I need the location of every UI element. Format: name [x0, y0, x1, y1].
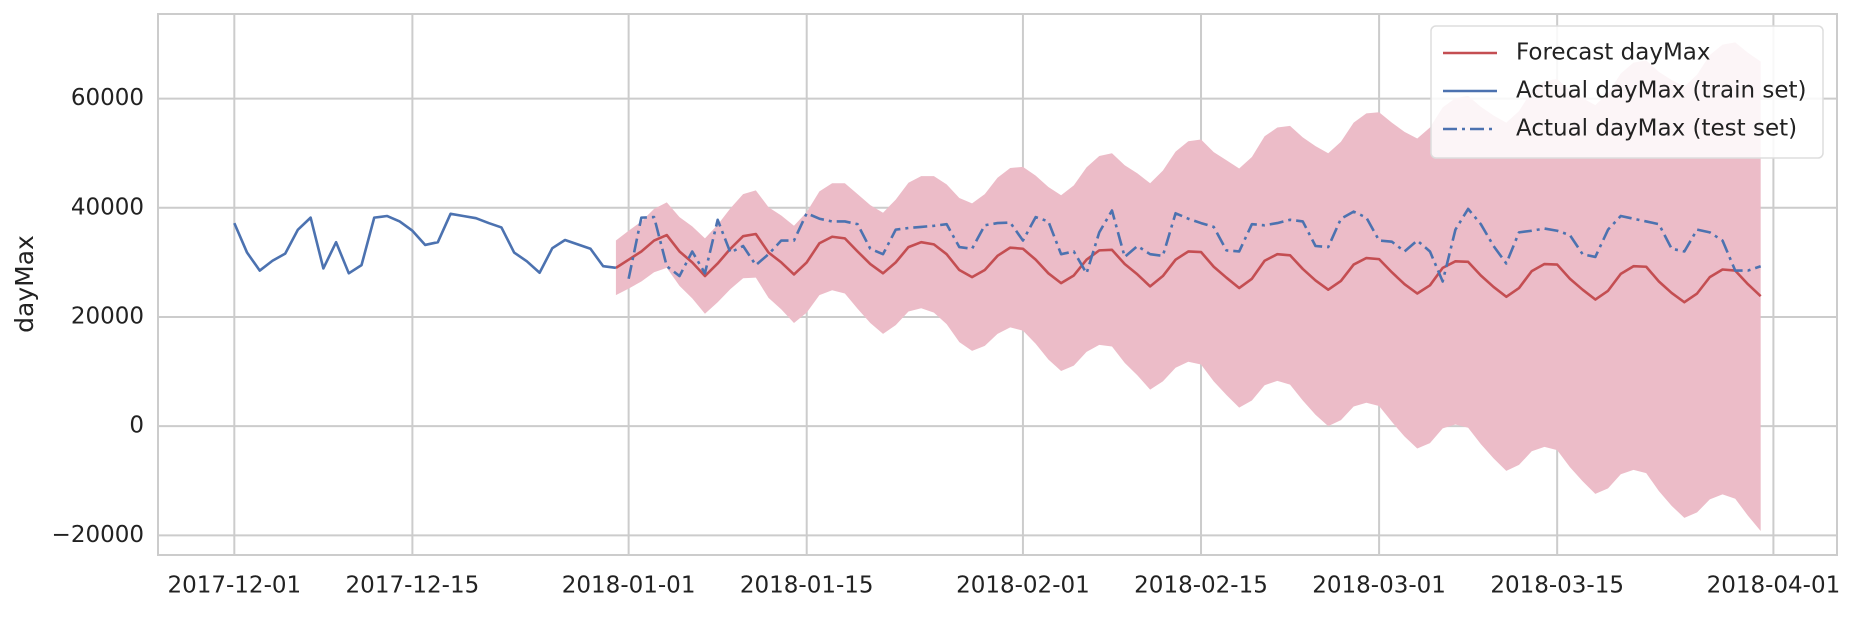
legend-box: [1430, 25, 1824, 159]
x-tick-label: 2018-02-15: [1134, 573, 1268, 599]
x-tick-label: 2018-01-01: [562, 573, 696, 599]
y-tick-label: 40000: [71, 194, 144, 220]
x-tick-label: 2018-03-15: [1490, 573, 1624, 599]
x-tick-label: 2017-12-01: [167, 573, 301, 599]
y-tick-label: 20000: [71, 303, 144, 329]
legend-label: Forecast dayMax: [1516, 40, 1711, 66]
y-tick-label: 60000: [71, 85, 144, 111]
x-tick-label: 2018-01-15: [740, 573, 874, 599]
legend-label: Actual dayMax (train set): [1516, 78, 1806, 104]
confidence-band: [615, 42, 1761, 531]
legend: Forecast dayMax Actual dayMax (train set)…: [1430, 25, 1824, 159]
x-tick-label: 2018-04-01: [1707, 573, 1841, 599]
y-axis-label: dayMax: [10, 235, 39, 333]
x-tick-label: 2017-12-15: [346, 573, 480, 599]
x-tick-label: 2018-02-01: [956, 573, 1090, 599]
plot-frame: [157, 13, 1838, 556]
series-line: [615, 232, 1762, 304]
y-tick-label: 0: [129, 413, 144, 439]
legend-label: Actual dayMax (test set): [1516, 116, 1797, 142]
ticks: −20000 0 20000 40000 60000 2017-12-01 2017-12-…: [52, 85, 1841, 598]
series-line: [627, 207, 1762, 283]
series-line: [233, 212, 617, 275]
x-tick-label: 2018-03-01: [1312, 573, 1446, 599]
plot-area: [233, 42, 1762, 531]
y-tick-label: −20000: [52, 522, 144, 548]
